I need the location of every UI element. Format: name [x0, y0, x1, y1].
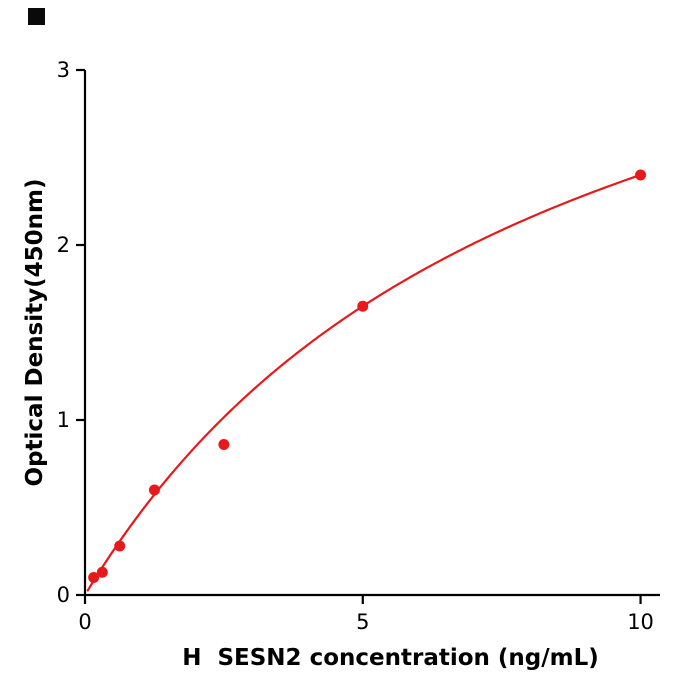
- x-axis-title: H SESN2 concentration (ng/mL): [182, 645, 599, 671]
- y-tick-label: 3: [57, 58, 70, 82]
- x-tick-label: 10: [627, 610, 654, 634]
- data-point: [96, 566, 108, 578]
- y-tick-label: 0: [57, 583, 70, 607]
- y-tick-label: 2: [57, 233, 70, 257]
- fit-curve: [86, 173, 642, 592]
- x-tick-label: 0: [78, 610, 91, 634]
- y-axis-title: Optical Density(450nm): [22, 179, 48, 487]
- corner-marker-square: [28, 8, 45, 25]
- data-point: [635, 169, 647, 181]
- data-point: [357, 300, 369, 312]
- data-point: [88, 572, 100, 583]
- data-point: [148, 484, 160, 496]
- x-tick-label: 5: [356, 610, 369, 634]
- data-point: [114, 540, 126, 552]
- data-point: [218, 439, 230, 450]
- y-tick-label: 1: [57, 408, 70, 432]
